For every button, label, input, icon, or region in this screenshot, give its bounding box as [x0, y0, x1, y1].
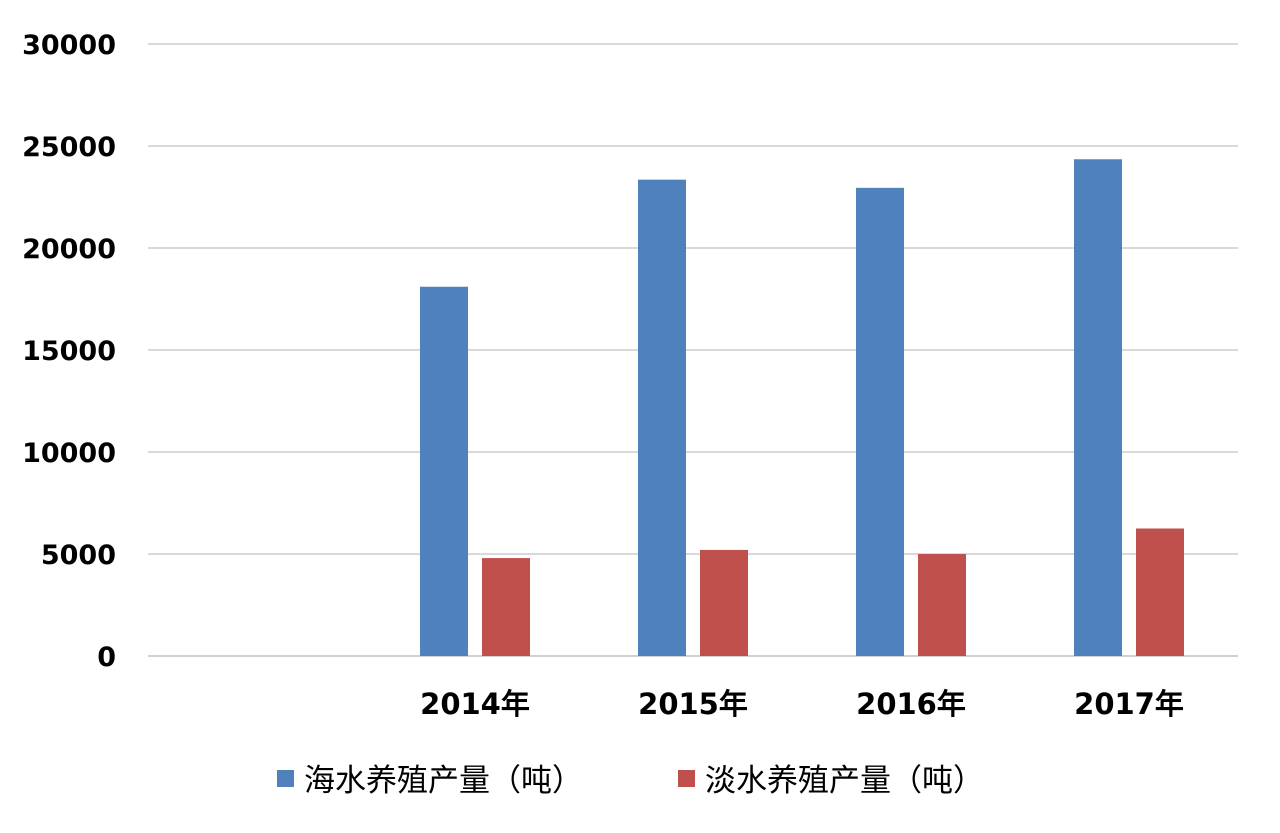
- bar-freshwater-2015年: [700, 549, 748, 656]
- bar-freshwater-2014年: [482, 558, 530, 656]
- y-tick-label: 15000: [22, 336, 116, 367]
- x-category-label: 2014年: [420, 687, 530, 721]
- x-axis-category-labels: 2014年 2015年 2016年 2017年: [420, 687, 1184, 721]
- bars: [420, 159, 1184, 656]
- x-category-label: 2015年: [638, 687, 748, 721]
- legend-swatch: [678, 770, 695, 787]
- bar-marine-2014年: [420, 286, 468, 656]
- y-tick-label: 10000: [22, 438, 116, 469]
- x-category-label: 2017年: [1074, 687, 1184, 721]
- bar-marine-2015年: [638, 179, 686, 656]
- legend-label: 淡水养殖产量（吨）: [705, 763, 984, 799]
- bar-freshwater-2017年: [1136, 528, 1184, 656]
- x-category-label: 2016年: [856, 687, 966, 721]
- y-axis-tick-labels: 0 5000 10000 15000 20000 25000 30000: [22, 30, 116, 673]
- y-tick-label: 0: [97, 642, 116, 673]
- gridlines: [148, 43, 1238, 657]
- bar-marine-2017年: [1074, 159, 1122, 656]
- bar-marine-2016年: [856, 187, 904, 656]
- y-tick-label: 5000: [41, 540, 116, 571]
- y-tick-label: 20000: [22, 234, 116, 265]
- legend-swatch: [277, 770, 294, 787]
- legend: 海水养殖产量（吨） 淡水养殖产量（吨）: [277, 763, 984, 799]
- legend-label: 海水养殖产量（吨）: [304, 763, 583, 799]
- bar-freshwater-2016年: [918, 554, 966, 656]
- y-tick-label: 30000: [22, 30, 116, 61]
- y-tick-label: 25000: [22, 132, 116, 163]
